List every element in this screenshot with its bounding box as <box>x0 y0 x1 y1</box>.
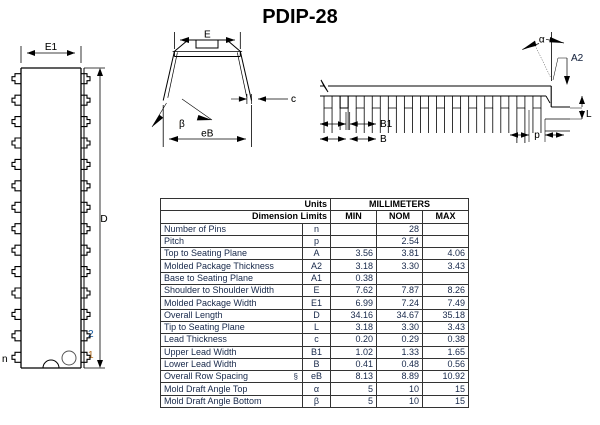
svg-text:L: L <box>586 109 592 120</box>
svg-text:n: n <box>2 354 8 365</box>
svg-text:A2: A2 <box>571 53 584 64</box>
svg-text:B: B <box>380 134 387 145</box>
svg-text:E1: E1 <box>45 42 58 53</box>
svg-text:β: β <box>179 119 185 130</box>
svg-text:E: E <box>204 30 211 41</box>
svg-text:α: α <box>539 35 545 46</box>
svg-text:B1: B1 <box>380 119 393 130</box>
svg-text:eB: eB <box>201 129 214 140</box>
svg-text:p: p <box>534 130 540 141</box>
svg-text:c: c <box>291 94 296 105</box>
svg-text:D: D <box>100 214 107 225</box>
